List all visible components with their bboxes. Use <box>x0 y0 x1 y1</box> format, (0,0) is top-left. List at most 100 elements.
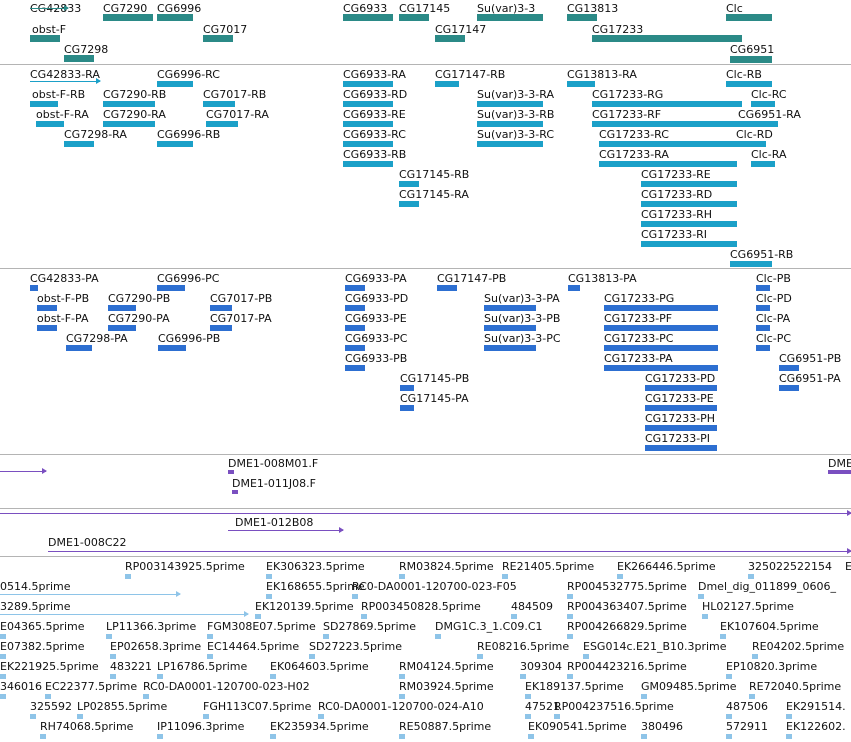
est-feature-label[interactable]: 380496 <box>641 720 683 733</box>
est-feature-label[interactable]: 0514.5prime <box>0 580 71 593</box>
est-feature-glyph[interactable] <box>567 634 573 639</box>
est-feature-glyph[interactable] <box>207 634 213 639</box>
transcript-feature-glyph[interactable] <box>343 121 393 127</box>
clone2-feature-label[interactable]: DME1-008C22 <box>48 536 127 549</box>
transcript-feature-label[interactable]: CG17233-RC <box>599 128 669 141</box>
transcript-feature-label[interactable]: Clc-RB <box>726 68 762 81</box>
transcript-feature-glyph[interactable] <box>103 101 155 107</box>
est-feature-label[interactable]: FGM308E07.5prime <box>207 620 316 633</box>
transcript-feature-glyph[interactable] <box>343 161 393 167</box>
transcript-feature-glyph[interactable] <box>751 101 775 107</box>
est-feature-label[interactable]: EC22377.5prime <box>45 680 138 693</box>
protein-feature-glyph[interactable] <box>345 305 365 311</box>
est-feature-label[interactable]: SD27223.5prime <box>309 640 402 653</box>
est-feature-glyph[interactable] <box>270 734 276 739</box>
gene-feature-glyph[interactable] <box>30 35 60 42</box>
protein-feature-glyph[interactable] <box>210 305 232 311</box>
transcript-feature-label[interactable]: Su(var)3-3-RA <box>477 88 554 101</box>
transcript-feature-label[interactable]: CG13813-RA <box>567 68 637 81</box>
est-feature-label[interactable]: 325592 <box>30 700 72 713</box>
est-feature-label[interactable]: ESG014c.E21_B10.3prime <box>583 640 727 653</box>
est-feature-label[interactable]: EP10820.3prime <box>726 660 818 673</box>
protein-feature-glyph[interactable] <box>756 345 770 351</box>
protein-feature-glyph[interactable] <box>484 345 536 351</box>
protein-feature-label[interactable]: Su(var)3-3-PC <box>484 332 561 345</box>
protein-feature-glyph[interactable] <box>779 365 799 371</box>
clone2-feature-line[interactable] <box>228 530 343 531</box>
est-feature-label[interactable]: RC0-DA0001-120700-023-H02 <box>143 680 310 693</box>
protein-feature-label[interactable]: CG17233-PF <box>604 312 673 325</box>
transcript-feature-label[interactable]: CG6951-RA <box>738 108 801 121</box>
est-feature-glyph[interactable] <box>726 734 732 739</box>
protein-feature-label[interactable]: CG17233-PD <box>645 372 716 385</box>
protein-feature-glyph[interactable] <box>779 385 799 391</box>
est-feature-glyph[interactable] <box>266 574 272 579</box>
protein-feature-label[interactable]: CG6933-PE <box>345 312 407 325</box>
transcript-feature-glyph[interactable] <box>103 121 155 127</box>
clone-feature-line[interactable] <box>0 471 46 472</box>
est-feature-glyph[interactable] <box>110 654 116 659</box>
est-feature-label[interactable]: RE21405.5prime <box>502 560 595 573</box>
transcript-feature-label[interactable]: CG6933-RE <box>343 108 406 121</box>
protein-feature-glyph[interactable] <box>645 385 717 391</box>
protein-feature-glyph[interactable] <box>604 365 718 371</box>
protein-feature-label[interactable]: CG6996-PC <box>157 272 220 285</box>
est-feature-glyph[interactable] <box>583 654 589 659</box>
transcript-feature-label[interactable]: CG17145-RA <box>399 188 469 201</box>
protein-feature-label[interactable]: CG6951-PB <box>779 352 842 365</box>
est-feature-label[interactable]: E04365.5prime <box>0 620 85 633</box>
clone-feature-glyph[interactable] <box>828 470 851 474</box>
est-feature-glyph[interactable] <box>720 634 726 639</box>
est-feature-glyph[interactable] <box>157 734 163 739</box>
transcript-feature-glyph[interactable] <box>736 141 766 147</box>
est-feature-label[interactable]: RP003450828.5prime <box>361 600 481 613</box>
transcript-feature-label[interactable]: CG17233-RA <box>599 148 669 161</box>
gene-feature-label[interactable]: obst-F <box>32 23 67 36</box>
est-feature-glyph[interactable] <box>255 614 261 619</box>
protein-feature-glyph[interactable] <box>756 325 770 331</box>
gene-feature-label[interactable]: CG7298 <box>64 43 109 56</box>
transcript-feature-label[interactable]: CG7017-RA <box>206 108 269 121</box>
transcript-feature-label[interactable]: CG7290-RA <box>103 108 166 121</box>
est-feature-glyph[interactable] <box>270 674 276 679</box>
est-feature-glyph[interactable] <box>157 674 163 679</box>
protein-feature-label[interactable]: CG7290-PB <box>108 292 171 305</box>
est-feature-label[interactable]: RC0-DA0001-120700-023-F05 <box>352 580 517 593</box>
protein-feature-glyph[interactable] <box>484 305 536 311</box>
est-feature-label[interactable]: RH74068.5prime <box>40 720 134 733</box>
est-feature-label[interactable]: HL02127.5prime <box>702 600 794 613</box>
protein-feature-label[interactable]: CG7017-PA <box>210 312 272 325</box>
gene-feature-label[interactable]: CG13813 <box>567 2 619 15</box>
est-feature-glyph[interactable] <box>309 654 315 659</box>
est-feature-label[interactable]: EP02658.3prime <box>110 640 202 653</box>
est-feature-line[interactable] <box>0 614 248 615</box>
transcript-feature-label[interactable]: CG17233-RD <box>641 188 713 201</box>
est-feature-glyph[interactable] <box>502 574 508 579</box>
est-feature-glyph[interactable] <box>786 714 792 719</box>
est-feature-line[interactable] <box>0 594 180 595</box>
transcript-feature-glyph[interactable] <box>751 161 775 167</box>
protein-feature-glyph[interactable] <box>157 285 185 291</box>
transcript-feature-glyph[interactable] <box>157 141 193 147</box>
est-feature-label[interactable]: EK266446.5prime <box>617 560 716 573</box>
est-feature-label[interactable]: Dmel_dig_011899_0606_ <box>698 580 837 593</box>
transcript-feature-label[interactable]: Clc-RC <box>751 88 787 101</box>
transcript-feature-glyph[interactable] <box>203 101 235 107</box>
transcript-feature-label[interactable]: CG6933-RB <box>343 148 407 161</box>
gene-feature-glyph[interactable] <box>477 14 543 21</box>
est-feature-label[interactable]: GM09485.5prime <box>641 680 737 693</box>
transcript-feature-glyph[interactable] <box>599 161 737 167</box>
protein-feature-label[interactable]: Clc-PD <box>756 292 792 305</box>
est-feature-glyph[interactable] <box>726 714 732 719</box>
est-feature-label[interactable]: RP004266829.5prime <box>567 620 687 633</box>
est-feature-label[interactable]: RE50887.5prime <box>399 720 492 733</box>
transcript-feature-glyph[interactable] <box>592 101 742 107</box>
clone2-feature-label[interactable]: DME1-012B08 <box>235 516 314 529</box>
protein-feature-label[interactable]: CG7298-PA <box>66 332 128 345</box>
transcript-feature-label[interactable]: CG17233-RH <box>641 208 713 221</box>
protein-feature-label[interactable]: CG6933-PD <box>345 292 409 305</box>
est-feature-label[interactable]: 3289.5prime <box>0 600 71 613</box>
protein-feature-glyph[interactable] <box>604 345 718 351</box>
gene-feature-label[interactable]: CG6951 <box>730 43 775 56</box>
transcript-feature-label[interactable]: CG6996-RC <box>157 68 220 81</box>
